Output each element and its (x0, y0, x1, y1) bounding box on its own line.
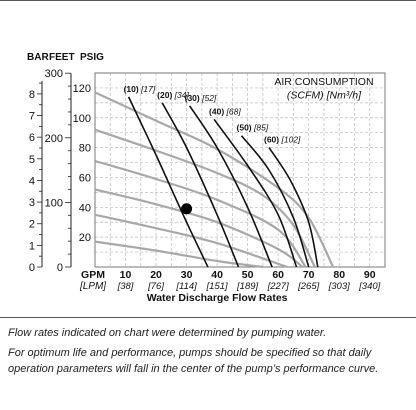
x-tick-lpm: [151] (206, 281, 228, 292)
x-tick-gpm: 70 (303, 269, 315, 281)
plot-border (94, 72, 386, 268)
note-pumping-water: Flow rates indicated on chart were deter… (8, 327, 327, 339)
bar-tick-label: 7 (29, 111, 35, 123)
pressure-curve-5 (94, 213, 288, 269)
axis-header-feet: FEET (49, 52, 75, 63)
x-tick-lpm: [76] (147, 281, 164, 292)
pressure-curve-4 (94, 188, 304, 268)
x-tick-gpm: 60 (272, 269, 284, 281)
x-tick-gpm: 40 (211, 269, 223, 281)
bar-tick-label: 0 (29, 262, 35, 274)
bar-tick-label: 6 (29, 132, 35, 144)
feet-tick-label: 100 (45, 197, 63, 209)
air-curve-1 (127, 96, 209, 268)
performance-chart: (10) [17](20) [34](30) [52] (40) [68] (50)… (27, 52, 386, 304)
x-tick-lpm: [303] (328, 281, 350, 292)
bar-tick-label: 4 (29, 175, 35, 187)
x-tick-lpm: [340] (358, 281, 380, 292)
x-tick-lpm: [227] (267, 281, 289, 292)
chart-frame (0, 0, 416, 318)
bar-tick-label: 5 (29, 154, 35, 166)
bar-tick-label: 2 (29, 219, 35, 231)
air-curve-label: (60) [102] (264, 135, 301, 145)
psig-tick-label: 100 (73, 113, 91, 125)
x-axis-title: Water Discharge Flow Rates (147, 292, 288, 304)
bar-tick-label: 8 (29, 89, 35, 101)
pressure-curve-2 (94, 128, 316, 268)
psig-tick-label: 40 (79, 202, 91, 214)
x-tick-lpm: [114] (175, 281, 197, 292)
x-tick-gpm: 50 (242, 269, 254, 281)
x-tick-gpm: 10 (120, 269, 132, 281)
operating-point (181, 203, 193, 215)
x-tick-gpm: 30 (181, 269, 193, 281)
x-tick-gpm: 80 (333, 269, 345, 281)
air-curve-label: (20) [34] (157, 90, 189, 100)
air-curve-3 (188, 105, 273, 268)
air-curve-5 (240, 135, 310, 268)
x-tick-lpm: [189] (236, 281, 258, 292)
psig-tick-label: 20 (79, 232, 91, 244)
pressure-curve-6 (94, 240, 264, 269)
air-curve-label: (50) [85] (237, 123, 269, 133)
air-curve-label: (30) [52] (185, 93, 217, 103)
air-consumption-title: AIR CONSUMPTION (274, 76, 373, 88)
air-consumption-units: (SCFM) [Nm³/h] (287, 89, 362, 101)
air-curve-label: (40) [68] (209, 106, 241, 116)
feet-tick-label: 200 (45, 133, 63, 145)
x-unit-gpm: GPM (81, 269, 105, 281)
pressure-curve-1 (94, 91, 335, 268)
air-curve-6 (268, 147, 319, 268)
psig-tick-label: 120 (73, 83, 91, 95)
x-tick-lpm: [265] (297, 281, 319, 292)
x-tick-lpm: [38] (117, 281, 134, 292)
feet-tick-label: 300 (45, 68, 63, 80)
note-optimum-life: For optimum life and performance, pumps … (8, 347, 379, 375)
bar-tick-label: 1 (29, 240, 35, 252)
x-tick-gpm: 90 (364, 269, 376, 281)
air-curve-4 (213, 118, 298, 268)
air-curve-label: (10) [17] (124, 84, 156, 94)
x-tick-gpm: 20 (150, 269, 162, 281)
psig-tick-label: 80 (79, 143, 91, 155)
x-unit-lpm: [LPM] (79, 281, 106, 292)
air-curve-2 (161, 102, 240, 268)
axis-header-bar: BAR (27, 52, 49, 63)
feet-tick-label: 0 (57, 262, 63, 274)
psig-tick-label: 60 (79, 172, 91, 184)
axis-header-psig: PSIG (80, 52, 104, 63)
bar-tick-label: 3 (29, 197, 35, 209)
